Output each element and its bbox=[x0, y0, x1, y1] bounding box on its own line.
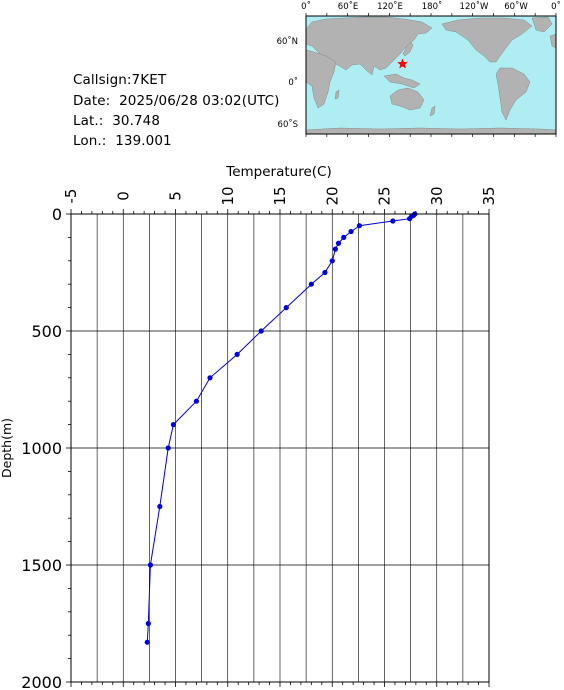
x-tick-labels: -5 0 5 10 15 20 25 30 35 bbox=[62, 186, 498, 205]
x-tick-label: 20 bbox=[323, 186, 341, 205]
data-point bbox=[207, 375, 213, 381]
x-tick-label: -5 bbox=[62, 189, 80, 204]
map-lon-label: 120˚E bbox=[377, 1, 403, 12]
data-point bbox=[335, 240, 342, 246]
map-island bbox=[383, 73, 421, 89]
y-tick-label: 1500 bbox=[21, 556, 62, 575]
map-lon-label: 180˚ bbox=[422, 1, 442, 12]
map-lon-label: 60˚E bbox=[338, 1, 358, 12]
map-continent bbox=[389, 87, 425, 111]
callsign-label: Callsign:7KET bbox=[73, 72, 167, 88]
map-land bbox=[305, 16, 557, 135]
map-island bbox=[531, 16, 553, 33]
data-point bbox=[144, 639, 150, 645]
x-tick-label: 30 bbox=[428, 186, 446, 205]
data-point bbox=[193, 398, 199, 404]
data-point bbox=[329, 258, 335, 264]
data-point bbox=[390, 218, 396, 224]
y-tick-label: 500 bbox=[31, 322, 62, 341]
y-tick-labels: 0 500 1000 1500 2000 bbox=[21, 205, 62, 690]
data-point bbox=[283, 305, 289, 311]
map-lat-label: 60˚N bbox=[277, 36, 298, 47]
map-continent bbox=[305, 49, 337, 109]
map-frame-ticks bbox=[305, 13, 557, 137]
data-point bbox=[258, 328, 264, 334]
map-lon-label: 120˚W bbox=[460, 1, 489, 12]
map-lat-tick-labels: 60˚N 0˚ 60˚S bbox=[277, 36, 298, 130]
map-island bbox=[402, 41, 414, 57]
data-point bbox=[157, 503, 163, 510]
data-point bbox=[348, 228, 354, 235]
x-tick-label: 10 bbox=[219, 186, 237, 205]
map-continent bbox=[305, 127, 557, 135]
x-tick-label: 5 bbox=[167, 191, 185, 201]
data-point bbox=[145, 620, 151, 627]
map-island bbox=[429, 105, 436, 117]
data-point bbox=[332, 246, 338, 252]
data-point bbox=[308, 281, 314, 287]
plot-frame bbox=[70, 213, 490, 683]
temperature-data-points bbox=[144, 211, 418, 645]
map-lon-label: 0˚ bbox=[551, 1, 561, 12]
latitude-label: Lat.: 30.748 bbox=[73, 113, 161, 129]
data-point bbox=[165, 445, 171, 451]
map-lon-label: 0˚ bbox=[301, 1, 311, 12]
y-tick-label: 2000 bbox=[21, 673, 62, 690]
x-axis-title: Temperature(C) bbox=[225, 164, 331, 180]
temperature-profile-line bbox=[146, 213, 416, 643]
map-island bbox=[334, 89, 340, 100]
data-point bbox=[322, 269, 328, 276]
temperature-depth-chart: Temperature(C) Depth(m) -5 0 5 10 15 20 25 30 35… bbox=[0, 164, 498, 690]
map-lat-label: 0˚ bbox=[288, 77, 298, 88]
data-point bbox=[147, 562, 154, 568]
data-point bbox=[234, 351, 240, 357]
date-label: Date: 2025/06/28 03:02(UTC) bbox=[73, 93, 280, 109]
map-continent bbox=[495, 67, 531, 121]
longitude-label: Lon.: 139.001 bbox=[73, 133, 172, 149]
map-lon-tick-labels: 0˚ 60˚E 120˚E 180˚ 120˚W 60˚W 0˚ bbox=[301, 1, 561, 12]
y-tick-label: 1000 bbox=[21, 439, 62, 458]
chart-grid bbox=[71, 214, 489, 682]
y-axis-title: Depth(m) bbox=[0, 418, 14, 478]
data-point bbox=[170, 422, 177, 428]
data-point bbox=[341, 234, 347, 240]
x-tick-label: 0 bbox=[114, 191, 132, 201]
map-lat-label: 60˚S bbox=[278, 119, 298, 130]
data-point bbox=[356, 223, 363, 229]
map-lon-label: 60˚W bbox=[504, 1, 528, 12]
station-location-star-marker bbox=[397, 58, 408, 69]
x-tick-label: 35 bbox=[480, 186, 498, 205]
x-tick-label: 25 bbox=[376, 186, 394, 205]
y-tick-label: 0 bbox=[52, 205, 62, 224]
location-map: 0˚ 60˚E 120˚E 180˚ 120˚W 60˚W 0˚ 60˚N 0˚… bbox=[277, 1, 561, 137]
map-continent bbox=[441, 17, 533, 63]
x-tick-label: 15 bbox=[271, 186, 289, 205]
data-point bbox=[406, 216, 413, 222]
